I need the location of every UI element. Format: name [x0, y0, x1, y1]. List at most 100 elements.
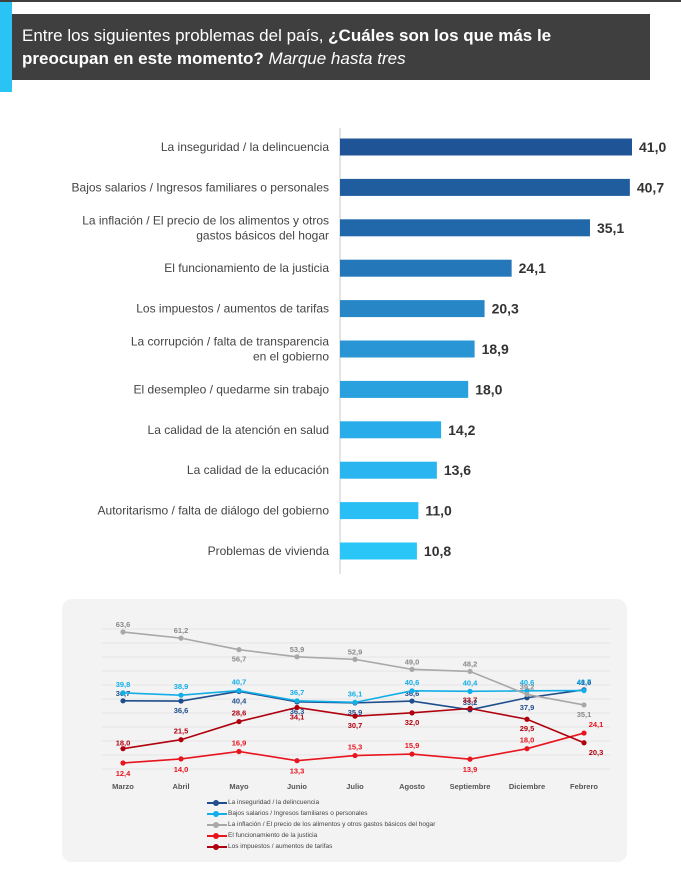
- legend-swatch: [207, 821, 227, 828]
- data-point: [178, 635, 184, 641]
- data-label: 36,6: [174, 706, 189, 715]
- bar-category-label: Los impuestos / aumentos de tarifas: [136, 302, 329, 316]
- data-label: 13,3: [290, 767, 305, 776]
- data-label: 33,2: [463, 698, 478, 707]
- data-point: [524, 688, 530, 694]
- data-label: 52,9: [348, 647, 363, 656]
- data-point: [352, 699, 358, 705]
- data-label: 29,5: [520, 724, 535, 733]
- legend-item: La inseguridad / la delincuencia: [207, 797, 435, 808]
- data-point: [236, 748, 242, 755]
- bar-value-label: 24,1: [519, 260, 546, 276]
- bar: [340, 542, 417, 560]
- data-point: [352, 752, 358, 759]
- data-point: [178, 737, 184, 743]
- bar-category-label: El funcionamiento de la justicia: [164, 261, 329, 275]
- data-label: 32,0: [405, 718, 420, 727]
- data-point: [352, 713, 358, 719]
- x-tick-label: Julio: [346, 782, 364, 791]
- legend-item: Bajos salarios / Ingresos familiares o p…: [207, 808, 435, 819]
- data-point: [581, 730, 587, 736]
- bar-value-label: 11,0: [425, 503, 452, 519]
- data-label: 39,8: [116, 680, 131, 689]
- data-point: [581, 740, 587, 746]
- legend-label: Los impuestos / aumentos de tarifas: [228, 843, 333, 850]
- x-tick-label: Junio: [287, 782, 307, 791]
- bar: [340, 138, 632, 156]
- data-point: [581, 702, 587, 708]
- legend-swatch: [207, 843, 227, 850]
- x-tick-label: Diciembre: [509, 782, 545, 791]
- bar-value-label: 18,0: [475, 381, 502, 397]
- bar-value-label: 35,1: [597, 220, 624, 236]
- data-label: 16,9: [232, 738, 247, 747]
- bar-category-label: La corrupción / falta de transparencia: [131, 335, 329, 349]
- data-point: [178, 698, 184, 704]
- bar-value-label: 10,8: [424, 543, 451, 559]
- data-point: [178, 756, 184, 762]
- legend-item: La inflación / El precio de los alimento…: [207, 819, 435, 830]
- bar: [340, 300, 485, 318]
- data-label: 13,9: [463, 765, 478, 774]
- data-point: [120, 698, 126, 704]
- data-point: [467, 668, 473, 675]
- data-point: [467, 688, 473, 694]
- data-label: 40,6: [520, 678, 535, 687]
- bar-category-label: Problemas de vivienda: [208, 544, 330, 558]
- bar-category-label: Bajos salarios / Ingresos familiares o p…: [72, 180, 329, 194]
- data-label: 39,2: [520, 682, 535, 691]
- bar: [340, 502, 419, 520]
- bar: [340, 380, 469, 398]
- bar-category-label: Autoritarismo / falta de diálogo del gob…: [98, 504, 330, 518]
- x-tick-label: Marzo: [112, 782, 134, 791]
- data-point: [236, 718, 242, 725]
- data-label: 41,0: [577, 678, 592, 687]
- question-text: Entre los siguientes problemas del país,: [22, 26, 329, 45]
- bar-category-label: gastos básicos del hogar: [196, 228, 329, 242]
- bar-chart: 41,0 La inseguridad / la delincuencia 40,7…: [72, 128, 666, 574]
- data-point: [409, 751, 415, 757]
- data-point: [120, 629, 126, 635]
- data-point: [178, 692, 184, 698]
- legend-label: Bajos salarios / Ingresos familiares o p…: [228, 810, 368, 817]
- data-label: 15,3: [348, 743, 363, 752]
- data-point: [409, 710, 415, 716]
- legend-swatch: [207, 810, 227, 817]
- x-tick-label: Mayo: [229, 782, 249, 791]
- question-bold-text: ¿Cuáles son los que más le preocupan en …: [22, 26, 552, 68]
- data-label: 40,6: [405, 678, 420, 687]
- header-top-rule: [0, 0, 681, 2]
- data-label: 38,9: [174, 682, 189, 691]
- data-label: 36,6: [405, 689, 420, 698]
- data-point: [352, 656, 358, 662]
- bar-category-label: La calidad de la educación: [187, 463, 329, 477]
- data-label: 35,1: [577, 710, 592, 719]
- bar-value-label: 20,3: [492, 301, 519, 317]
- bar-value-label: 13,6: [444, 462, 471, 478]
- data-point: [467, 756, 473, 762]
- data-point: [120, 690, 126, 696]
- data-label: 40,7: [577, 678, 592, 687]
- data-label: 40,4: [463, 678, 478, 687]
- data-point: [409, 688, 415, 694]
- data-label: 40,7: [232, 678, 247, 687]
- data-label: 21,5: [174, 727, 189, 736]
- data-label: 48,2: [463, 659, 478, 668]
- bar-value-label: 18,9: [482, 341, 509, 357]
- data-point: [294, 758, 300, 764]
- bar: [340, 178, 630, 196]
- question-header: Entre los siguientes problemas del país,…: [12, 14, 650, 80]
- data-label: 30,7: [348, 721, 363, 730]
- bar-category-label: El desempleo / quedarme sin trabajo: [134, 382, 330, 396]
- legend-label: El funcionamiento de la justicia: [228, 832, 318, 839]
- data-label: 18,0: [520, 736, 535, 745]
- legend-label: La inflación / El precio de los alimento…: [228, 821, 436, 828]
- data-point: [524, 691, 530, 698]
- bar-value-label: 41,0: [639, 139, 666, 155]
- data-label: 37,9: [520, 703, 535, 712]
- data-label: 15,9: [405, 741, 420, 750]
- legend-item: El funcionamiento de la justicia: [207, 830, 435, 841]
- data-label: 18,0: [116, 739, 131, 748]
- data-label: 40,4: [232, 696, 247, 705]
- data-label: 34,1: [290, 712, 305, 721]
